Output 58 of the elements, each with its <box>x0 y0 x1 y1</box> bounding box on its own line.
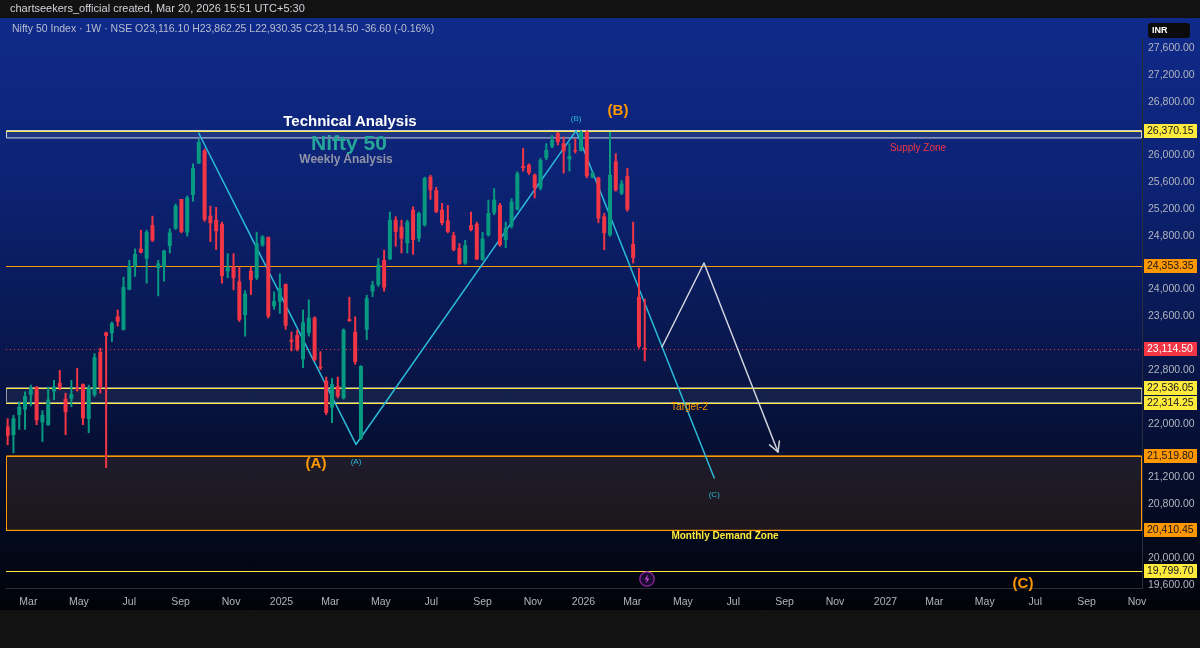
x-tick-label: Mar <box>19 595 38 608</box>
ref-line-label: 26,370.15 <box>1147 124 1194 137</box>
data-label: (A) <box>350 456 362 466</box>
x-tick-label: Nov <box>825 595 846 608</box>
ref-line-label: 22,314.25 <box>1147 396 1194 409</box>
y-tick-label: 25,600.00 <box>1148 175 1195 188</box>
x-tick-label: Mar <box>925 595 944 608</box>
y-tick-label: 19,600.00 <box>1148 577 1195 590</box>
x-tick-label: Jul <box>122 595 136 608</box>
y-tick-label: 20,000.00 <box>1148 550 1195 563</box>
ref-line-label: 19,799.70 <box>1147 564 1194 577</box>
x-tick-label: Nov <box>523 595 544 608</box>
y-tick-label: 23,600.00 <box>1148 309 1195 322</box>
x-tick-label: May <box>68 595 90 608</box>
y-tick-label: 25,200.00 <box>1148 201 1195 214</box>
x-tick-label: Jul <box>726 595 740 608</box>
x-tick-label: May <box>672 595 694 608</box>
text: Nifty 50 Index · 1W · NSE O23,116.10 H23,862.25 L22,930.35 C23,114.50 -36.60 (-0.16%) <box>12 22 435 34</box>
annotation: (C) <box>1012 574 1034 591</box>
y-tick-label: 22,000.00 <box>1148 416 1195 429</box>
x-tick-label: Jul <box>1028 595 1042 608</box>
y-tick-label: 24,800.00 <box>1148 228 1195 241</box>
y-tick-label: 26,800.00 <box>1148 94 1195 107</box>
data-label: (C) <box>708 490 721 500</box>
y-tick-label: 27,600.00 <box>1148 40 1195 53</box>
x-tick-label: Jul <box>424 595 438 608</box>
ref-line-label: 21,519.80 <box>1147 449 1194 462</box>
x-tick-label: Nov <box>221 595 242 608</box>
ref-line-label: 23,114.50 <box>1147 342 1194 355</box>
annotation: (B) <box>607 101 629 118</box>
ref-line-label: 24,353.35 <box>1147 259 1194 272</box>
x-tick-label: Sep <box>171 595 191 608</box>
x-tick-label: Mar <box>623 595 642 608</box>
x-tick-label: 2027 <box>873 595 898 608</box>
annotation: Supply Zone <box>889 142 947 153</box>
annotation: (A) <box>305 454 327 471</box>
ref-line-label: 22,536.05 <box>1147 381 1194 394</box>
y-tick-label: 22,800.00 <box>1148 362 1195 375</box>
x-tick-label: Sep <box>473 595 493 608</box>
x-tick-label: 2026 <box>571 595 596 608</box>
y-tick-label: 20,800.00 <box>1148 497 1195 510</box>
x-tick-label: 2025 <box>269 595 294 608</box>
y-tick-label: 24,000.00 <box>1148 282 1195 295</box>
annotation: Monthly Demand Zone <box>671 530 779 541</box>
x-tick-label: May <box>370 595 392 608</box>
y-tick-label: 26,000.00 <box>1148 148 1195 161</box>
x-tick-label: Mar <box>321 595 340 608</box>
x-tick-label: May <box>974 595 996 608</box>
x-tick-label: Sep <box>775 595 795 608</box>
y-axis-title: INR <box>1148 23 1190 38</box>
x-tick-label: Sep <box>1077 595 1097 608</box>
text: Technical Analysis <box>283 112 417 129</box>
y-tick-label: 21,200.00 <box>1148 470 1195 483</box>
y-tick-label: 27,200.00 <box>1148 67 1195 80</box>
text: chartseekers_official created, Mar 20, 2026 15:51 UTC+5:30 <box>10 2 305 14</box>
ref-line-label: 20,410.45 <box>1147 523 1194 536</box>
x-tick-label: Nov <box>1127 595 1148 608</box>
data-label: (B) <box>570 113 582 123</box>
